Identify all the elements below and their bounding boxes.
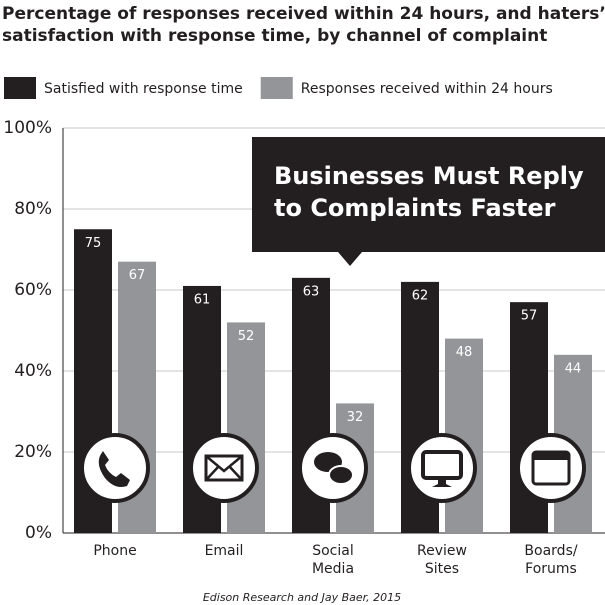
- chart-subtitle: satisfaction with response time, by chan…: [2, 26, 547, 46]
- y-tick-label: 20%: [14, 442, 52, 462]
- icon: [204, 454, 244, 482]
- y-tick-label: 100%: [3, 118, 52, 138]
- x-tick-label: Social Media: [312, 543, 354, 577]
- icon-circle: [80, 433, 150, 503]
- legend-swatch: [4, 77, 36, 99]
- x-tick-label: Boards/Forums: [524, 543, 577, 577]
- data-label: 67: [129, 268, 146, 283]
- callout-text: to Complaints Faster: [274, 194, 556, 222]
- y-tick-label: 80%: [14, 199, 52, 219]
- data-label: 48: [456, 345, 473, 360]
- icon-browser-bar: [533, 452, 569, 460]
- legend-label: Responses received within 24 hours: [301, 81, 553, 97]
- legend-label: Satisfied with response time: [44, 81, 243, 97]
- x-tick-label: Review Sites: [417, 543, 467, 577]
- icon-phone: [98, 451, 130, 487]
- icon: [531, 450, 571, 486]
- icon: [421, 450, 463, 487]
- data-label: 62: [412, 288, 429, 303]
- data-label: 57: [521, 309, 538, 324]
- y-tick-label: 40%: [14, 361, 52, 381]
- data-label: 44: [565, 361, 582, 376]
- icon-bubble: [328, 465, 354, 485]
- y-tick-label: 0%: [25, 523, 52, 543]
- icon-monitor-stand: [432, 478, 452, 487]
- icon-monitor: [421, 450, 463, 480]
- icon-envelope-flap: [205, 455, 243, 481]
- data-label: 63: [303, 284, 320, 299]
- source: Edison Research and Jay Baer, 2015: [203, 591, 401, 604]
- icon: [314, 452, 354, 485]
- chart-title: Percentage of responses received within …: [2, 4, 605, 24]
- data-label: 32: [347, 410, 364, 425]
- data-label: 52: [238, 329, 255, 344]
- callout: Businesses Must Reply to Complaints Fast…: [252, 137, 605, 266]
- y-tick-label: 60%: [14, 280, 52, 300]
- data-label: 61: [194, 292, 211, 307]
- x-tick-label: Email: [205, 543, 244, 559]
- data-label: 75: [85, 236, 102, 251]
- legend-swatch: [260, 77, 293, 99]
- callout-text: Businesses Must Reply: [274, 162, 584, 190]
- callout-pointer: [338, 252, 362, 266]
- callout-box: [252, 137, 605, 252]
- icon: [98, 451, 130, 487]
- x-tick-label: Phone: [93, 543, 136, 559]
